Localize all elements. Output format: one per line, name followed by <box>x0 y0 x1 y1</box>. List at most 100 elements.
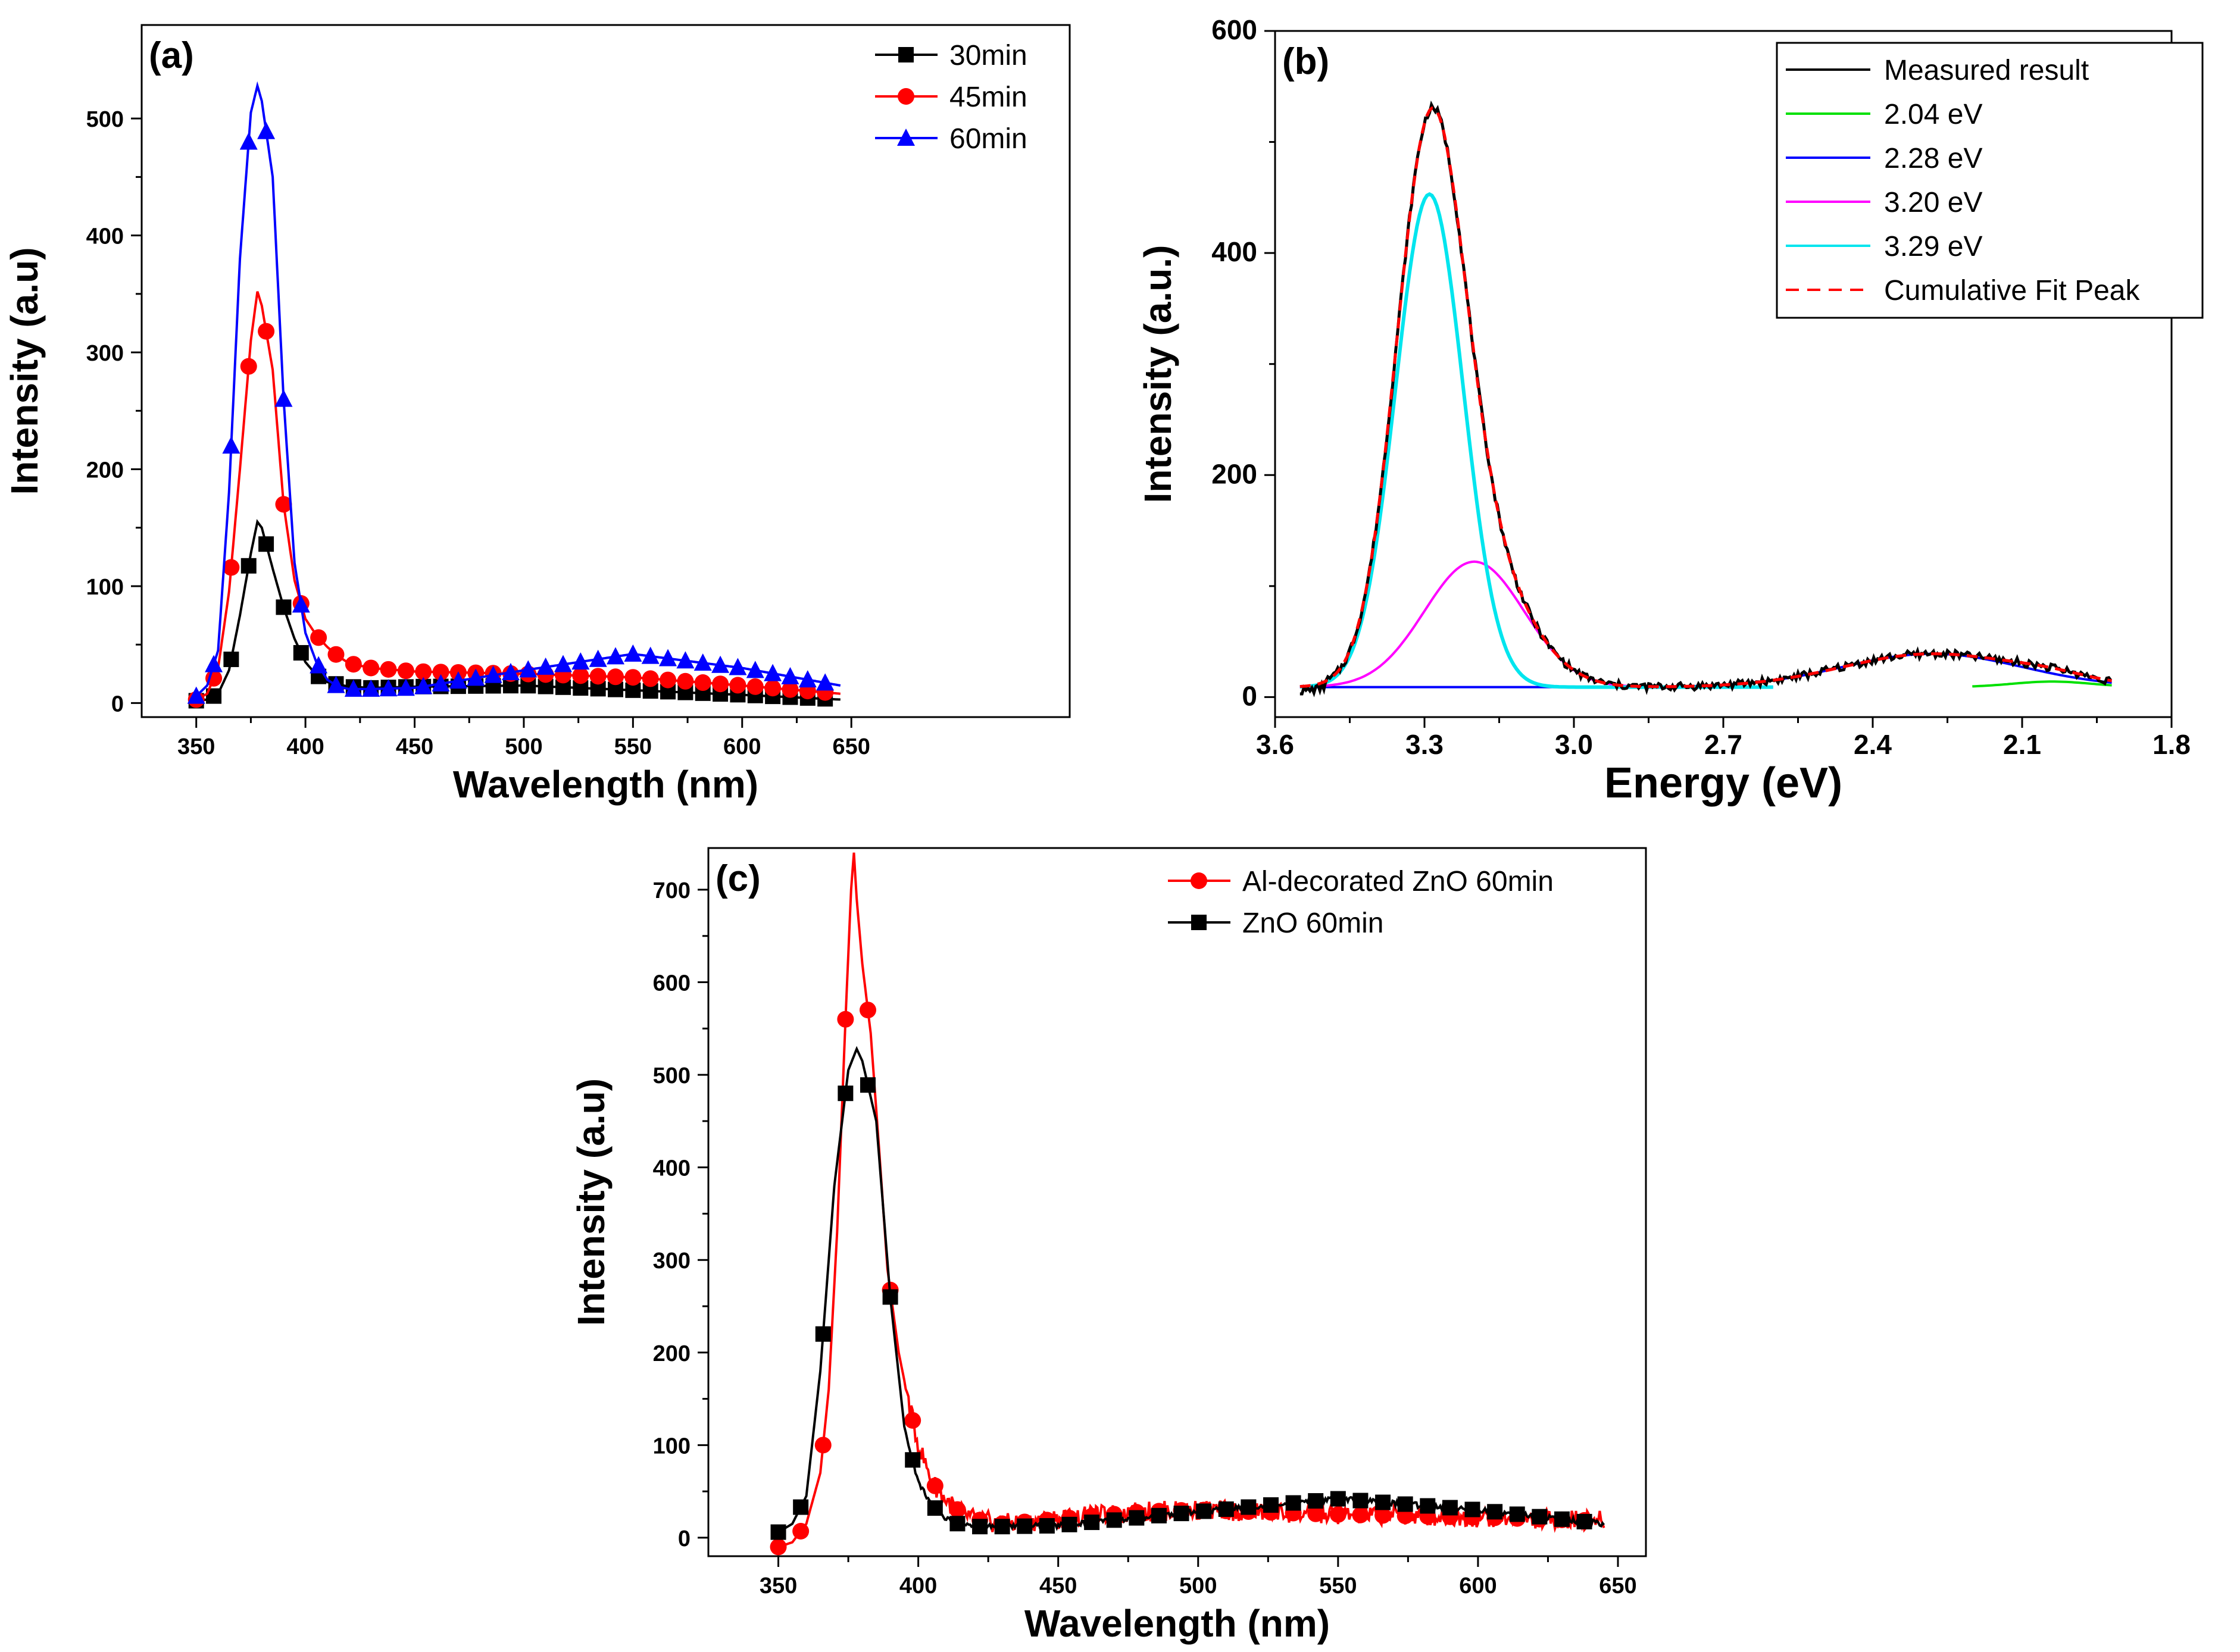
x-tick-label: 400 <box>286 734 324 759</box>
chart-panel-c: 350 400 450 500 550 600 650 0 100 200 300 400 500 600… <box>570 847 1647 1645</box>
legend: Measured result 2.04 eV 2.28 eV 3.20 eV 3.29… <box>1776 42 2204 319</box>
data-point <box>792 1523 810 1540</box>
x-tick-label: 3.3 <box>1405 729 1444 760</box>
data-point <box>927 1500 943 1516</box>
data-point <box>240 358 257 375</box>
data-point <box>327 646 345 663</box>
data-point <box>770 1538 787 1556</box>
y-tick-label: 700 <box>653 878 691 903</box>
data-point <box>275 496 292 513</box>
data-point <box>838 1085 854 1102</box>
plot-frame <box>707 847 1647 1557</box>
y-tick-label: 0 <box>1242 680 1257 711</box>
legend-marker <box>1191 915 1207 930</box>
series-line <box>195 81 841 697</box>
legend: Al-decorated ZnO 60min ZnO 60min <box>1168 866 1554 939</box>
panel-label: (a) <box>149 35 194 76</box>
data-point <box>1218 1501 1234 1517</box>
data-point <box>1307 1505 1324 1522</box>
y-tick-label: 600 <box>653 971 691 996</box>
legend-label: Cumulative Fit Peak <box>1884 275 2140 306</box>
data-point <box>258 323 275 340</box>
data-point <box>770 1524 786 1540</box>
series-line <box>777 852 1605 1548</box>
data-point <box>1442 1500 1458 1516</box>
legend-marker <box>897 129 915 146</box>
data-point <box>994 1519 1010 1535</box>
data-point <box>693 653 712 671</box>
data-point <box>187 686 205 704</box>
legend-label: 2.28 eV <box>1884 143 1982 174</box>
y-tick-label: 0 <box>111 692 124 717</box>
data-point <box>344 679 363 697</box>
panel-label: (c) <box>716 858 761 899</box>
data-point <box>1039 1518 1055 1534</box>
x-tick-label: 350 <box>760 1573 797 1598</box>
data-point <box>432 664 449 681</box>
data-point <box>764 680 782 697</box>
data-point <box>793 1499 809 1515</box>
y-tick-label: 100 <box>86 575 124 600</box>
x-tick-label: 450 <box>1039 1573 1077 1598</box>
data-point <box>589 668 607 685</box>
data-point <box>659 649 677 667</box>
legend-label: 3.20 eV <box>1884 187 1982 218</box>
data-point <box>536 657 555 675</box>
data-point <box>415 663 432 680</box>
data-point <box>571 652 590 670</box>
x-tick-label: 350 <box>177 734 215 759</box>
data-point <box>467 668 485 686</box>
data-point <box>1061 1516 1077 1532</box>
y-tick-label: 600 <box>1211 14 1257 45</box>
data-point <box>327 675 345 693</box>
data-point <box>816 673 835 691</box>
y-tick-label: 200 <box>1211 458 1257 489</box>
data-point <box>859 1002 876 1019</box>
data-point <box>1352 1493 1369 1509</box>
data-point <box>345 656 362 673</box>
data-point <box>1576 1513 1592 1529</box>
data-point <box>432 674 450 692</box>
y-axis-title: Intensity (a.u) <box>570 1078 613 1326</box>
legend-box <box>1776 42 2204 319</box>
data-point <box>607 668 624 686</box>
legend-label: 3.29 eV <box>1884 231 1982 262</box>
data-point <box>396 678 415 696</box>
data-point <box>223 651 239 667</box>
legend-marker <box>898 47 914 62</box>
data-point <box>292 595 310 613</box>
data-point <box>1532 1509 1548 1525</box>
y-tick-label: 100 <box>653 1434 691 1459</box>
data-point <box>711 655 730 673</box>
x-tick-label: 500 <box>505 734 542 759</box>
data-point <box>258 536 274 552</box>
data-point <box>641 646 660 664</box>
data-point <box>222 436 240 454</box>
x-axis-title: Energy (eV) <box>1604 759 1842 807</box>
data-point <box>729 658 747 675</box>
legend-label: Measured result <box>1884 55 2089 86</box>
data-point <box>1330 1491 1346 1507</box>
x-tick-label: 2.7 <box>1704 729 1742 760</box>
legend-label: 45min <box>949 82 1027 113</box>
legend-label: 2.04 eV <box>1884 99 1982 130</box>
chart-panel-b: 3.6 3.3 3.0 2.7 2.4 2.1 1.8 0 200 400 600 Energy (e… <box>1136 14 2204 807</box>
y-tick-label: 500 <box>653 1063 691 1088</box>
data-point <box>484 665 502 683</box>
legend: 30min 45min 60min <box>875 40 1027 155</box>
data-point <box>642 670 659 687</box>
data-point <box>781 667 799 684</box>
data-point <box>1196 1503 1212 1519</box>
data-point <box>257 121 276 139</box>
x-tick-label: 600 <box>1459 1573 1497 1598</box>
data-point <box>276 599 292 615</box>
data-point <box>397 662 414 680</box>
series-45min <box>188 291 841 708</box>
data-point <box>1017 1518 1033 1534</box>
data-point <box>1329 1506 1347 1523</box>
data-point <box>1487 1504 1503 1520</box>
data-point <box>607 647 625 665</box>
y-tick-label: 300 <box>653 1249 691 1274</box>
data-point <box>1554 1511 1570 1527</box>
